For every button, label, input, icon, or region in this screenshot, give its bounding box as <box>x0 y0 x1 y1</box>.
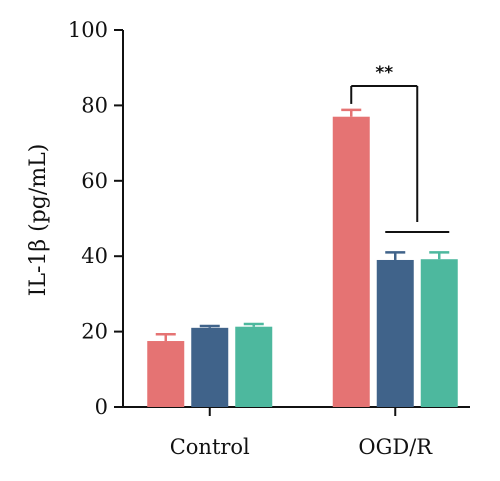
y-tick-label: 100 <box>68 18 108 42</box>
x-tick-label: OGD/R <box>358 435 433 459</box>
y-axis-title: IL-1β (pg/mL) <box>26 144 51 297</box>
y-tick-label: 40 <box>81 244 108 268</box>
y-tick-label: 20 <box>81 320 108 344</box>
x-axis: Control OGD/R <box>122 406 470 459</box>
bars <box>147 108 458 408</box>
bar <box>332 116 370 408</box>
bar <box>420 259 458 407</box>
y-axis: 0 20 40 60 80 100 <box>68 18 124 419</box>
bar <box>235 326 273 407</box>
x-tick-label: Control <box>170 435 250 459</box>
bar <box>191 327 229 407</box>
significance-label: ** <box>375 63 393 83</box>
bar <box>376 259 414 407</box>
y-tick-label: 0 <box>95 395 108 419</box>
y-tick-label: 80 <box>81 93 108 117</box>
significance-annotations: ** <box>350 63 450 233</box>
y-tick-label: 60 <box>81 169 108 193</box>
bar <box>147 341 185 407</box>
